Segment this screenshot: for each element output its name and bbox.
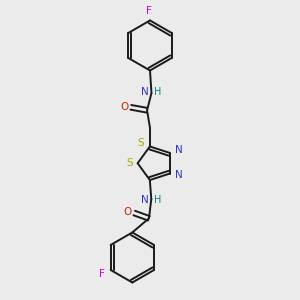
Text: N: N bbox=[141, 195, 149, 205]
Text: N: N bbox=[175, 145, 182, 155]
Text: N: N bbox=[175, 170, 182, 180]
Text: N: N bbox=[141, 87, 149, 97]
Text: H: H bbox=[154, 87, 161, 97]
Text: F: F bbox=[146, 6, 152, 16]
Text: O: O bbox=[120, 102, 128, 112]
Text: F: F bbox=[100, 269, 105, 279]
Text: S: S bbox=[126, 158, 133, 168]
Text: O: O bbox=[124, 207, 132, 218]
Text: S: S bbox=[138, 138, 145, 148]
Text: H: H bbox=[154, 195, 161, 205]
